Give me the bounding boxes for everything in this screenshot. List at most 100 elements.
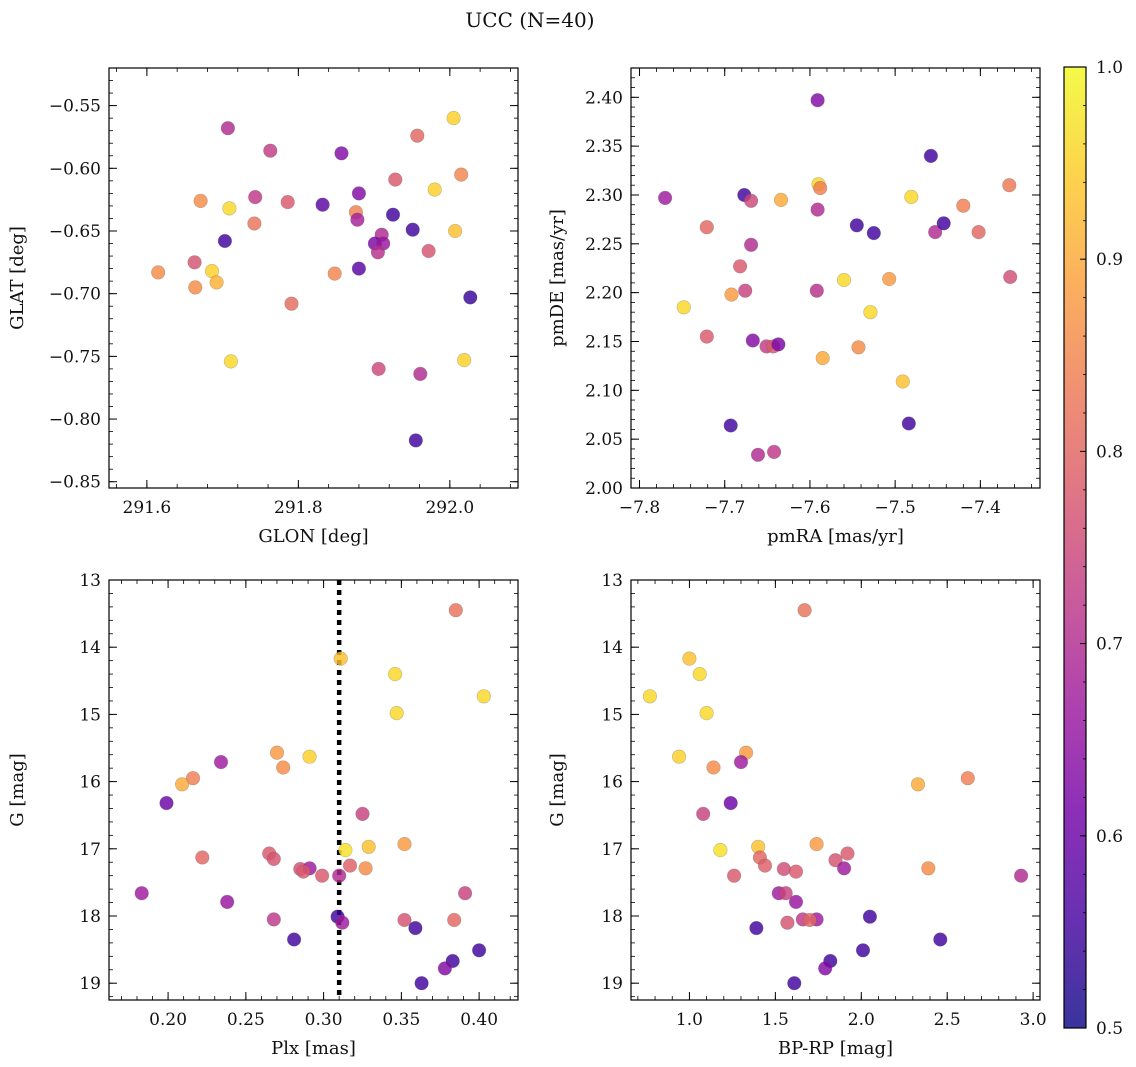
scatter-point	[802, 912, 817, 928]
x-tick-label: 2.0	[848, 1010, 875, 1030]
scatter-point	[408, 920, 423, 936]
scatter-point	[766, 444, 782, 460]
scatter-point	[936, 216, 951, 231]
scatter-point	[327, 266, 342, 281]
scatter-point	[408, 433, 423, 448]
scatter-point	[355, 806, 370, 822]
y-axis-label: G [mag]	[547, 753, 568, 826]
x-tick-label: 0.25	[227, 1010, 265, 1030]
scatter-point	[862, 909, 878, 924]
colorbar-tick-label: 0.9	[1096, 250, 1123, 270]
scatter-point	[921, 861, 936, 876]
scatter-point	[706, 760, 721, 775]
scatter-point	[866, 226, 881, 241]
y-tick-label: 19	[601, 974, 623, 994]
panel-glon-glat: 291.6 291.8 292.0 −0.85 −0.80 −0.75 −0.70 −0.65…	[7, 67, 519, 547]
scatter-point	[220, 121, 235, 136]
y-axis-label: GLAT [deg]	[7, 226, 28, 330]
x-axis-label: Plx [mas]	[271, 1038, 356, 1059]
x-tick-label: −7.7	[704, 498, 745, 518]
scatter-point	[815, 351, 830, 366]
scatter-point	[223, 354, 238, 369]
scatter-point	[810, 93, 825, 108]
y-tick-label: 16	[601, 773, 623, 793]
y-tick-label: −0.65	[49, 222, 101, 242]
scatter-point	[388, 666, 403, 682]
y-tick-label: 14	[79, 638, 101, 658]
scatter-point	[778, 886, 793, 901]
scatter-point	[882, 271, 897, 287]
scatter-point	[750, 447, 766, 462]
scatter-point	[788, 864, 804, 879]
scatter-point	[910, 777, 926, 792]
scatter-point	[358, 861, 373, 876]
y-tick-label: −0.85	[49, 473, 101, 493]
scatter-point	[809, 836, 824, 852]
scatter-point	[855, 943, 871, 958]
scatter-point	[738, 283, 753, 298]
scatter-point	[836, 272, 852, 288]
scatter-point	[421, 243, 436, 259]
scatter-point	[414, 976, 429, 991]
scatter-point	[185, 771, 201, 786]
y-tick-label: 16	[79, 773, 101, 793]
scatter-point	[280, 195, 295, 210]
scatter-point	[332, 868, 347, 883]
scatter-point	[371, 361, 386, 377]
scatter-point	[457, 353, 472, 368]
x-axis-label: GLON [deg]	[258, 526, 368, 547]
y-tick-label: 13	[601, 571, 623, 591]
x-tick-label: 0.35	[382, 1010, 420, 1030]
y-tick-label: 14	[601, 638, 623, 658]
y-tick-label: −0.70	[49, 285, 101, 305]
scatter-point	[342, 858, 358, 873]
colorbar-tick-label: 0.8	[1096, 442, 1123, 462]
scatter-point	[284, 296, 299, 311]
scatter-point	[410, 128, 425, 143]
axes-frame	[108, 579, 519, 1001]
x-tick-label: 1.0	[676, 1010, 703, 1030]
axes-frame	[630, 67, 1041, 489]
scatter-point	[405, 222, 420, 237]
scatter-point	[454, 167, 469, 182]
scatter-point	[427, 182, 442, 197]
scatter-point	[472, 943, 487, 958]
x-tick-label: 292.0	[425, 498, 474, 518]
colorbar-ticks: 0.5 0.6 0.7 0.8 0.9 1.0	[1080, 58, 1123, 1039]
y-tick-label: 2.35	[585, 137, 623, 157]
x-tick-label: 1.5	[762, 1010, 789, 1030]
y-tick-label: 19	[79, 974, 101, 994]
scatter-point	[840, 846, 855, 861]
x-tick-label: 2.5	[934, 1010, 961, 1030]
scatter-point	[1002, 178, 1017, 193]
y-axis-label: pmDE [mas/yr]	[547, 209, 568, 347]
scatter-point	[315, 868, 330, 883]
scatter-point	[351, 186, 367, 201]
scatter-point	[437, 961, 453, 976]
scatter-point	[851, 340, 866, 355]
scatter-point	[397, 912, 412, 928]
scatter-point	[895, 374, 910, 389]
scatter-point	[849, 218, 864, 233]
y-tick-label: 18	[79, 907, 101, 927]
scatter-point	[195, 850, 210, 865]
scatter-point	[743, 237, 759, 252]
x-tick-label: 0.40	[460, 1010, 498, 1030]
scatter-point	[263, 143, 278, 158]
y-tick-label: 15	[79, 705, 101, 725]
scatter-point	[248, 190, 263, 205]
y-tick-label: 2.30	[585, 186, 623, 206]
scatter-point	[447, 912, 462, 928]
x-tick-label: 291.8	[274, 498, 323, 518]
figure-title: UCC (N=40)	[465, 8, 594, 32]
panel-bprp-g: 1.0 1.5 2.0 2.5 3.0 13 14 15 16 17 18 19 BP-RP [mag]…	[547, 571, 1047, 1059]
axes-frame	[630, 579, 1041, 1001]
scatter-point	[828, 853, 843, 868]
scatter-point	[361, 839, 376, 854]
scatter-point	[642, 689, 658, 704]
scatter-point	[787, 976, 802, 991]
scatter-point	[733, 754, 749, 770]
points	[642, 603, 1029, 991]
scatter-point	[901, 416, 916, 431]
